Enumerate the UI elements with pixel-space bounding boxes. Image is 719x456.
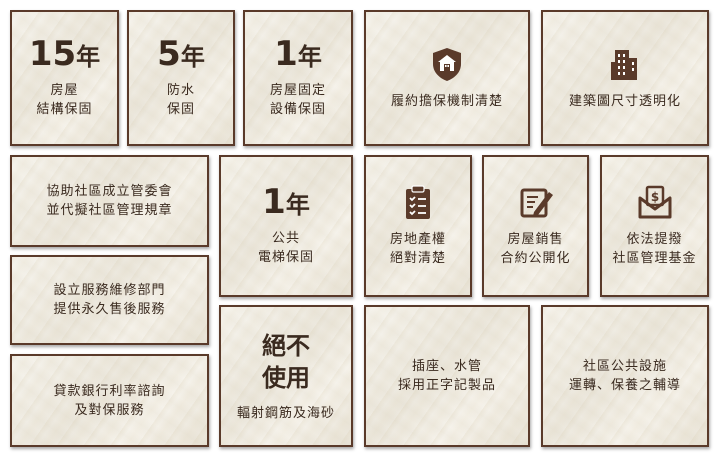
svg-text:$: $ (650, 190, 658, 204)
tile-label-line: 輻射鋼筋及海砂 (236, 405, 335, 421)
clipboard-checklist-icon (400, 184, 436, 220)
tile-label-line: 運轉、保養之輔導 (568, 378, 681, 393)
shield-house-icon (429, 46, 465, 82)
building-icon (607, 46, 643, 82)
money-envelope-icon: $ (637, 184, 673, 220)
tile-no-radiation-steel: 絕不 使用 輻射鋼筋及海砂 (219, 305, 353, 447)
tile-assist-management-committee: 協助社區成立管委會 並代擬社區管理規章 (10, 155, 209, 247)
tile-label-line: 社區公共設施 (582, 359, 667, 374)
tile-label-line: 電梯保固 (257, 250, 314, 265)
tile-waterproof-warranty: 5年 防水 保固 (127, 10, 235, 146)
warranty-years: 1年 (262, 182, 310, 222)
tile-label-line: 並代擬社區管理規章 (46, 203, 173, 218)
tile-label-line: 插座、水管 (411, 359, 482, 374)
tile-label-line: 設立服務維修部門 (53, 283, 166, 298)
tile-sales-contract: 房屋銷售 合約公開化 (482, 155, 589, 297)
tile-loan-consultation: 貸款銀行利率諮詢 及對保服務 (10, 354, 209, 447)
tile-label-line: 保固 (166, 102, 195, 117)
tile-label-line: 房屋 (50, 83, 79, 98)
tile-label-line: 絕對清楚 (389, 251, 446, 266)
tile-label-line: 防水 (166, 83, 195, 98)
tile-property-rights: 房地產權 絕對清楚 (364, 155, 472, 297)
headline-line: 使用 (262, 363, 310, 392)
tile-label-line: 房屋固定 (269, 83, 326, 98)
tile-label-line: 建築圖尺寸透明化 (568, 93, 681, 109)
contract-pen-icon (518, 184, 554, 220)
tile-label-line: 協助社區成立管委會 (46, 184, 173, 199)
tile-community-facilities: 社區公共設施 運轉、保養之輔導 (541, 305, 709, 447)
tile-management-fund: $ 依法提撥 社區管理基金 (600, 155, 709, 297)
tile-elevator-warranty: 1年 公共 電梯保固 (219, 155, 353, 297)
tile-contract-guarantee: 履約擔保機制清楚 (364, 10, 530, 146)
tile-fixed-equipment-warranty: 1年 房屋固定 設備保固 (243, 10, 353, 146)
tile-house-structure-warranty: 15年 房屋 結構保固 (10, 10, 119, 146)
tile-building-drawing: 建築圖尺寸透明化 (541, 10, 709, 146)
tile-label-line: 設備保固 (269, 102, 326, 117)
tile-label-line: 及對保服務 (74, 402, 145, 418)
tile-label-line: 公共 (271, 231, 300, 246)
tile-label-line: 依法提撥 (626, 232, 683, 247)
tile-label-line: 提供永久售後服務 (53, 302, 166, 317)
tile-label-line: 結構保固 (36, 102, 93, 117)
tile-label-line: 履約擔保機制清楚 (390, 93, 503, 109)
warranty-years: 5年 (157, 34, 205, 74)
headline-line: 絕不 (262, 331, 310, 360)
warranty-years: 1年 (274, 34, 322, 74)
tile-label-line: 採用正字記製品 (397, 378, 496, 393)
tile-label-line: 社區管理基金 (612, 251, 697, 266)
tile-label-line: 房屋銷售 (507, 232, 564, 247)
tile-label-line: 貸款銀行利率諮詢 (53, 383, 166, 399)
tile-socket-pipe: 插座、水管 採用正字記製品 (364, 305, 530, 447)
tile-label-line: 合約公開化 (500, 251, 571, 266)
tile-label-line: 房地產權 (389, 232, 446, 247)
warranty-years: 15年 (28, 34, 101, 74)
tile-service-department: 設立服務維修部門 提供永久售後服務 (10, 255, 209, 345)
